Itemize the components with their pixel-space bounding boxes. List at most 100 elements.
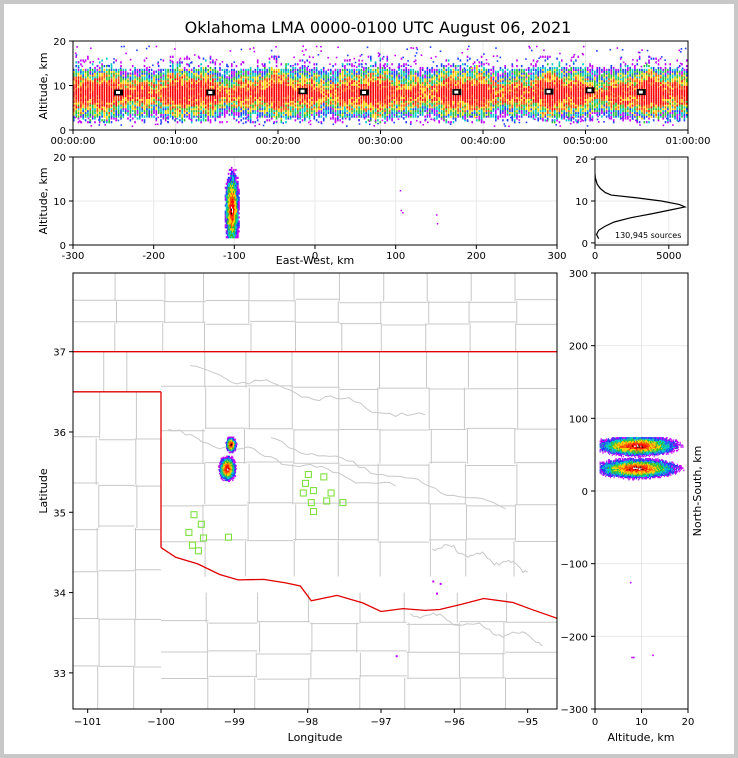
density-cell — [473, 102, 476, 105]
density-cell — [275, 111, 278, 114]
density-cell — [341, 65, 344, 68]
density-cell — [412, 78, 415, 81]
density-cell — [172, 117, 174, 120]
density-cell — [233, 94, 235, 98]
density-cell — [412, 83, 415, 86]
density-cell — [315, 74, 318, 77]
density-cell — [443, 100, 445, 103]
density-cell — [89, 74, 92, 77]
density-cell — [98, 106, 101, 109]
density-cell — [384, 70, 386, 73]
density-cell — [410, 93, 412, 96]
density-cell — [231, 98, 233, 101]
density-cell — [153, 104, 155, 107]
density-cell — [330, 78, 332, 81]
density-cell — [89, 115, 92, 118]
density-cell — [311, 109, 313, 113]
density-cell — [256, 80, 259, 83]
density-cell — [233, 109, 235, 113]
density-cell — [268, 83, 271, 86]
density-cell — [294, 70, 297, 73]
density-cell — [280, 109, 283, 113]
density-cell — [172, 98, 174, 101]
density-cell — [417, 115, 419, 118]
density-cell — [308, 113, 311, 116]
density-cell — [157, 83, 160, 86]
density-cell — [485, 109, 488, 113]
density-cell — [469, 115, 471, 118]
density-cell — [106, 80, 108, 83]
density-cell — [110, 121, 113, 124]
density-cell — [169, 72, 172, 75]
density-cell — [483, 89, 485, 92]
density-cell — [433, 78, 436, 81]
density-cell — [190, 68, 193, 71]
density-cell — [306, 83, 308, 86]
density-cell — [471, 78, 473, 81]
density-cell — [473, 85, 476, 88]
density-cell — [436, 70, 438, 73]
density-cell — [273, 104, 275, 107]
density-cell — [355, 108, 358, 111]
density-cell — [374, 61, 377, 64]
density-cell — [174, 83, 176, 86]
density-cell — [134, 111, 136, 114]
density-cell — [200, 108, 202, 111]
density-cell — [344, 74, 346, 77]
density-cell — [320, 104, 323, 107]
density-cell — [337, 83, 339, 86]
density-cell — [216, 102, 219, 105]
density-cell — [214, 119, 217, 122]
density-cell — [268, 78, 271, 81]
density-cell — [332, 81, 334, 85]
density-cell — [103, 87, 106, 90]
density-cell — [320, 68, 323, 71]
density-cell — [209, 74, 212, 77]
density-cell — [223, 115, 226, 118]
density-cell — [153, 70, 155, 73]
density-cell — [136, 117, 139, 120]
density-cell — [113, 89, 115, 92]
density-cell — [485, 72, 488, 75]
density-cell — [91, 111, 94, 114]
density-cell — [139, 87, 141, 90]
density-cell — [110, 66, 113, 70]
density-cell — [186, 80, 188, 83]
density-cell — [400, 102, 403, 105]
density-cell — [341, 93, 344, 96]
density-cell — [471, 87, 473, 90]
density-cell — [478, 83, 481, 86]
density-cell — [466, 91, 469, 94]
density-cell — [464, 74, 466, 77]
density-cell — [157, 76, 160, 79]
density-cell — [89, 91, 92, 94]
density-cell — [216, 80, 219, 83]
density-cell — [285, 113, 287, 116]
density-cell — [73, 87, 75, 90]
density-cell — [452, 65, 455, 68]
density-cell — [117, 70, 120, 73]
density-cell — [245, 91, 247, 94]
density-cell — [447, 83, 450, 86]
density-cell — [318, 104, 320, 107]
density-cell — [485, 85, 488, 88]
density-cell — [233, 81, 235, 85]
density-cell — [426, 113, 429, 116]
density-cell — [287, 96, 290, 99]
density-cell — [136, 83, 139, 86]
density-cell — [318, 72, 320, 75]
density-cell — [443, 83, 445, 86]
density-cell — [136, 72, 139, 75]
density-cell — [183, 93, 186, 96]
density-cell — [287, 100, 290, 103]
density-cell — [148, 111, 150, 114]
density-cell — [84, 76, 87, 79]
density-cell — [353, 111, 356, 114]
density-cell — [120, 98, 122, 101]
density-cell — [306, 106, 308, 109]
density-cell — [405, 111, 407, 114]
density-cell — [127, 78, 129, 81]
density-cell — [421, 111, 424, 114]
density-cell — [374, 76, 377, 79]
density-cell — [337, 117, 339, 120]
